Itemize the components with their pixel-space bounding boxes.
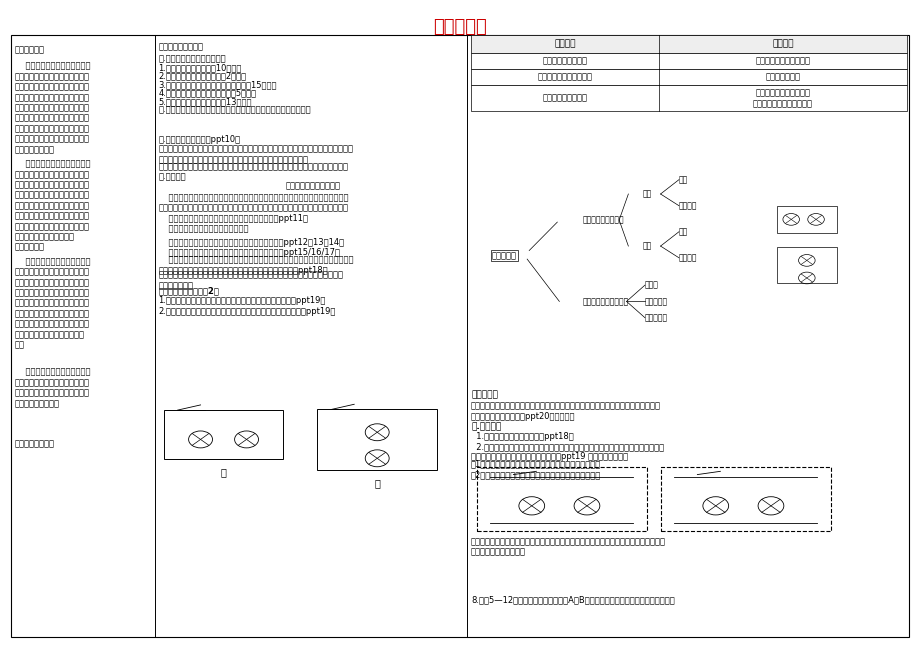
Text: 2.在以下方框中，不改变各符号的位置，用笔画代替导线把这些器材按以下要求连成
电路，作图时，导线不能交叉。（参考：ppt19 动动脑、动动手）: 2.在以下方框中，不改变各符号的位置，用笔画代替导线把这些器材按以下要求连成 电… <box>471 442 664 462</box>
Text: 干路开关控制所有用电器
支路开关控制本支路用电器: 干路开关控制所有用电器 支路开关控制本支路用电器 <box>752 89 812 108</box>
Bar <box>476 467 646 531</box>
Bar <box>471 85 906 111</box>
Text: 电流流向法: 电流流向法 <box>644 297 667 306</box>
Text: 电流的路径只有一条: 电流的路径只有一条 <box>541 57 586 65</box>
Text: 去掉元件法: 去掉元件法 <box>644 313 667 322</box>
Text: 乙: 乙 <box>374 478 380 488</box>
Text: 并联电路: 并联电路 <box>771 39 793 48</box>
Text: 开关控制所用用电器: 开关控制所用用电器 <box>541 94 586 103</box>
Bar <box>471 35 906 53</box>
Bar <box>660 467 830 531</box>
Text: 1.总结：串、并联电路特点（ppt18）: 1.总结：串、并联电路特点（ppt18） <box>471 432 573 441</box>
Text: 用电器同时工作同时停止: 用电器同时工作同时停止 <box>537 73 592 81</box>
Text: 并联: 并联 <box>641 242 651 251</box>
Text: 5.教师微演示实验，多媒体（13分钟）: 5.教师微演示实验，多媒体（13分钟） <box>158 97 252 106</box>
Text: 延伸拓展：: 延伸拓展： <box>471 391 497 400</box>
Text: 电路和基本联接方式: 电路和基本联接方式 <box>582 215 623 225</box>
Text: 1.思考：用一个开关同时控制两个灯泡，有几种连接方法？（ppt19）
2.思考：如果用两个开关分别控制两个灯泡，又该怎样连接呢？（ppt19）: 1.思考：用一个开关同时控制两个灯泡，有几种连接方法？（ppt19） 2.思考：… <box>158 296 335 316</box>
Text: 串联电路中的特点是怎样的？引导学生进行探究。（ppt12、13、14）
    并联电路中的特点是怎样的？引导学生进行探究。（ppt15/16/17）: 串联电路中的特点是怎样的？引导学生进行探究。（ppt12、13、14） 并联电路… <box>158 238 344 257</box>
Text: （提示）此题正是学生课堂上实验的内容，连接电路之前，要先设计电路，画出电路图，
确然后再动手连接电路。: （提示）此题正是学生课堂上实验的内容，连接电路之前，要先设计电路，画出电路图， … <box>471 537 665 557</box>
Text: 五.达标巳固: 五.达标巳固 <box>471 422 501 431</box>
Text: 串联和并联: 串联和并联 <box>433 18 486 36</box>
Bar <box>471 69 906 85</box>
Text: （1）左框中的两个灯泡串联，用一个开关控制两个灯泡。
（2）右框中的两个灯泡并联，用一个开关控制两个灯泡。: （1）左框中的两个灯泡串联，用一个开关控制两个灯泡。 （2）右框中的两个灯泡并联… <box>471 460 601 479</box>
Text: 8.在图5—12电路中，开关同时控制着A，B两盏灯的电流通路，现在请你把它改为开: 8.在图5—12电路中，开关同时控制着A，B两盏灯的电流通路，现在请你把它改为开 <box>471 596 674 605</box>
Text: 注意串并联电路的区别，串联
电路各用电器通过的电流只有一条
通路，并联电路中各用电器通过的
电流各有一条通路。: 注意串并联电路的区别，串联 电路各用电器通过的电流只有一条 通路，并联电路中各用… <box>15 368 90 408</box>
Text: 【学法指津】: 【学法指津】 <box>15 242 45 251</box>
Text: 3.学生展示：分析、讨论、讲解、板演（15分钟）: 3.学生展示：分析、讨论、讲解、板演（15分钟） <box>158 80 277 89</box>
Bar <box>317 409 437 470</box>
Bar <box>471 53 906 69</box>
Text: 定义: 定义 <box>678 227 687 236</box>
Text: 串联: 串联 <box>641 189 651 199</box>
Text: 本节内容在初中物理体系中的
作用、地位：这节课是学生在已有
知识：电路和电路图及电路元件的
基础上进行的探究活动，是学习电
学知识的重要基础。这部分知识既
是第: 本节内容在初中物理体系中的 作用、地位：这节课是学生在已有 知识：电路和电路图及… <box>15 62 90 154</box>
Text: 串联电路: 串联电路 <box>553 39 575 48</box>
Bar <box>164 410 283 459</box>
Text: 串联和并联: 串联和并联 <box>491 251 516 260</box>
Text: （让学生代表说说他们总结的不同点，最后教师适当补充，并把表格进行投影，让学
生消化吸收。）: （让学生代表说说他们总结的不同点，最后教师适当补充，并把表格进行投影，让学 生消… <box>158 271 343 290</box>
Text: 1.基础回顾与预习检测（10分钟）: 1.基础回顾与预习检测（10分钟） <box>158 63 242 72</box>
Text: 2.教师导入新课，分配任务（2分钟）: 2.教师导入新课，分配任务（2分钟） <box>158 72 246 81</box>
Text: 串并联电路的辨别方法: 串并联电路的辨别方法 <box>582 297 628 306</box>
Text: 用电器互不影响: 用电器互不影响 <box>765 73 800 81</box>
Text: 基本图形: 基本图形 <box>678 253 697 262</box>
Text: 教师讲解电路的两种连接方式：把元件这个顺次连接起来的电路是串联电路，把电
元件并列连接起来的电路是并联电路。教师演示让学生识别并联电路中的干路和支路。
    : 教师讲解电路的两种连接方式：把元件这个顺次连接起来的电路是串联电路，把电 元件并… <box>158 193 348 234</box>
Text: 基本图形: 基本图形 <box>678 201 697 210</box>
Text: 三.激发学生兴趣引入（ppt10）: 三.激发学生兴趣引入（ppt10） <box>158 135 240 144</box>
Bar <box>777 247 836 283</box>
Text: 电流路径两条或两条以上: 电流路径两条或两条以上 <box>754 57 810 65</box>
Text: 提问？同学们能否用这些元件组成一个电路，使两个灯泡都发光呢？请先画出电路图，
四.探索新知: 提问？同学们能否用这些元件组成一个电路，使两个灯泡都发光呢？请先画出电路图， 四… <box>158 162 348 182</box>
Text: 引出串联电路和并联电路: 引出串联电路和并联电路 <box>285 181 340 190</box>
Text: 二.基础回顾（提出问题并采用小组之间互相检测的方式）（多媒体）: 二.基础回顾（提出问题并采用小组之间互相检测的方式）（多媒体） <box>158 105 311 115</box>
Text: 分析归纳：由刚才的探究实验，教师引导学生总结串联和并联电路有哪些不同？提醒
学生利用对比的方法在小组内展开讨论进行，教师巡视指导。（ppt18）: 分析归纳：由刚才的探究实验，教师引导学生总结串联和并联电路有哪些不同？提醒 学生… <box>158 255 354 275</box>
Text: 一.课堂环节的设置即时间安排: 一.课堂环节的设置即时间安排 <box>158 55 226 64</box>
Text: 本节内容要求学生理解什么是
串联，什么是并联，并会连接简单
的电路。重点在于知道串联、并联
的区别。难点在于实践中总结出串
联、并联的连接特点和区别。新教
材在: 本节内容要求学生理解什么是 串联，什么是并联，并会连接简单 的电路。重点在于知道… <box>15 159 90 242</box>
Text: 4.学生反思，总结，整理纠错本（5分钟）: 4.学生反思，总结，整理纠错本（5分钟） <box>158 89 256 98</box>
Text: 在教学中，采用「目标教学」
和「诱思探究教学」，充分发挥学
生的「主体」作用，以学生强烈的
求知欲望和学习动机为前提，将师
生直接交往的全班式教学变为伙伴
式的: 在教学中，采用「目标教学」 和「诱思探究教学」，充分发挥学 生的「主体」作用，以… <box>15 257 90 350</box>
Text: 【教学流程即措施】: 【教学流程即措施】 <box>158 42 203 51</box>
Text: 【教材分析】: 【教材分析】 <box>15 46 45 55</box>
Text: 定义: 定义 <box>678 175 687 184</box>
Text: 上节课学习的电路图中，我们只用了一个用电器，可是在一个实际电路里，用电器往往不
只一个，有时两个、三个甚至更多个，那么怎样将它们连入电路呢？: 上节课学习的电路图中，我们只用了一个用电器，可是在一个实际电路里，用电器往往不 … <box>158 145 353 164</box>
Text: 定义法: 定义法 <box>644 281 658 290</box>
Text: 甲: 甲 <box>221 467 226 477</box>
Text: （教师）刚才我们经过共同努力，得出了串、并联电路的特点。谁还能举一些生活当中
串、并联电路的实例？（ppt20知识运用）: （教师）刚才我们经过共同努力，得出了串、并联电路的特点。谁还能举一些生活当中 串… <box>471 402 661 421</box>
Bar <box>777 206 836 233</box>
Text: 【教学过程设计】: 【教学过程设计】 <box>15 439 54 449</box>
Text: 延伸拓展：（达标巳图2）: 延伸拓展：（达标巳图2） <box>158 286 219 296</box>
